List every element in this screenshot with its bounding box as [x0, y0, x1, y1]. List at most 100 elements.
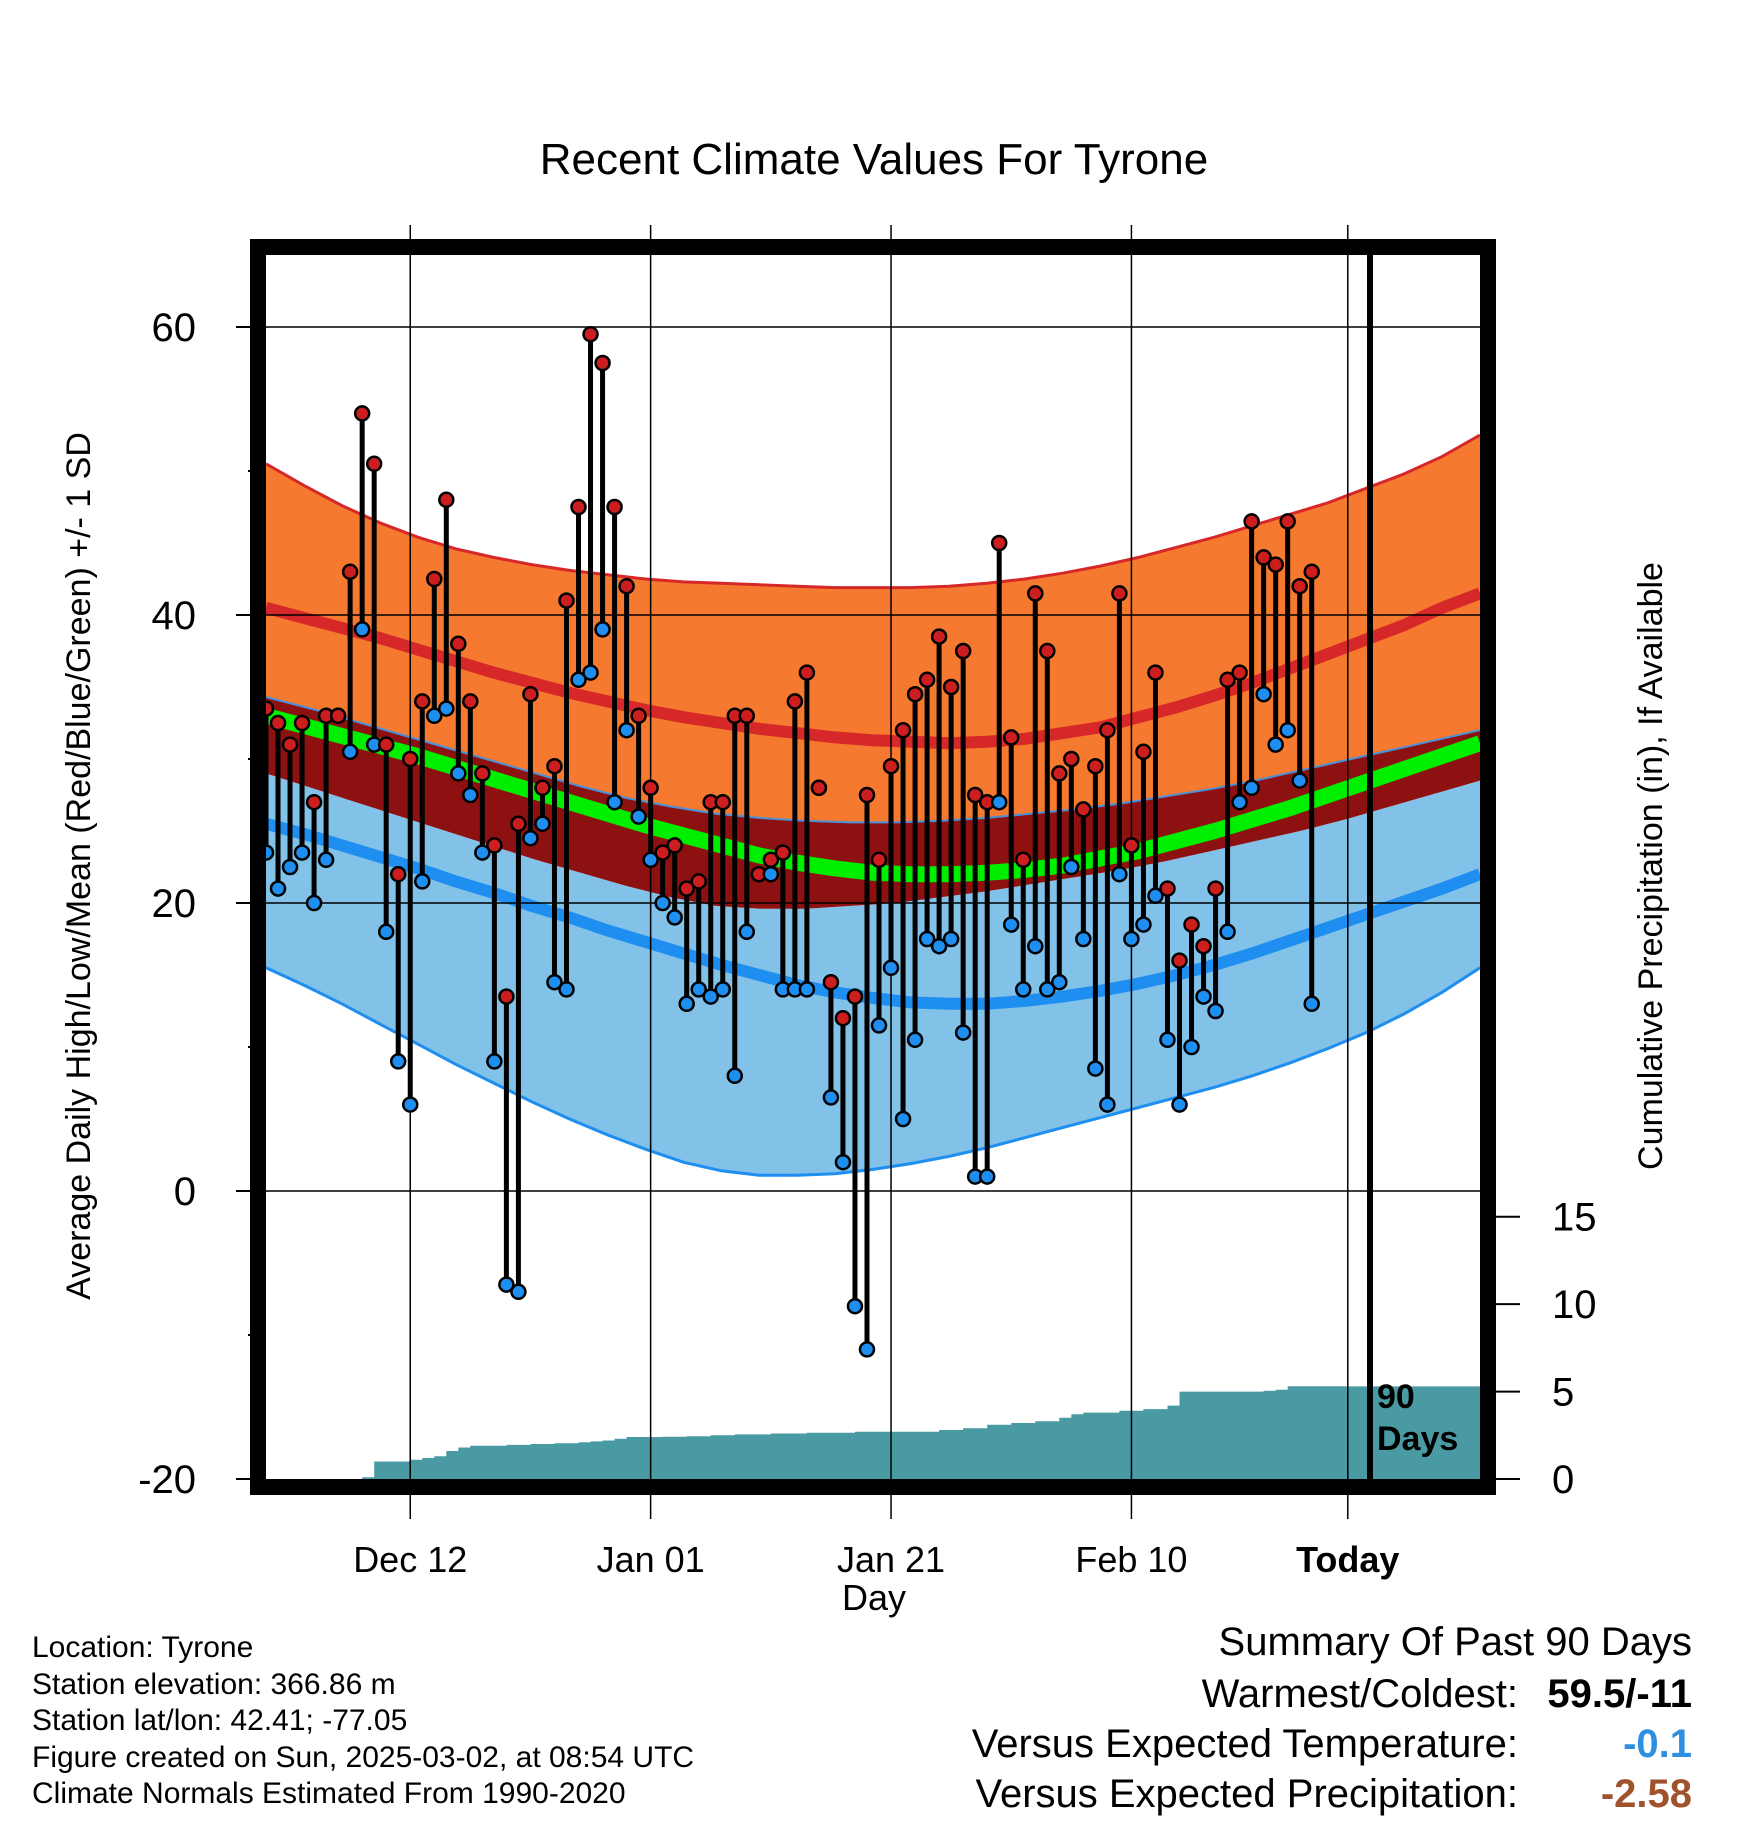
daily-low-point	[666, 909, 683, 926]
summary-precip-row: Versus Expected Precipitation: -2.58	[972, 1769, 1692, 1819]
daily-low-point	[858, 1341, 876, 1358]
daily-high-point	[329, 707, 347, 725]
daily-low-point	[1051, 973, 1068, 991]
summary-panel: Summary Of Past 90 Days Warmest/Coldest:…	[972, 1620, 1692, 1819]
daily-high-point	[1195, 937, 1212, 955]
daily-high-point	[786, 693, 804, 710]
daily-high-point	[870, 851, 888, 869]
daily-high-point	[1219, 671, 1236, 689]
info-latlon: Station lat/lon: 42.41; -77.05	[32, 1704, 408, 1737]
daily-low-point	[1195, 988, 1212, 1005]
daily-low-point	[1063, 858, 1080, 876]
daily-high-point	[1111, 585, 1128, 602]
y-tick-label: 40	[152, 594, 197, 638]
normal-bands	[263, 433, 1483, 1177]
daily-low-point	[546, 973, 563, 991]
daily-high-point	[1159, 880, 1176, 897]
x-axis-label: Day	[842, 1577, 906, 1618]
daily-high-point	[510, 815, 527, 833]
y2-tick-label: 15	[1552, 1196, 1597, 1240]
daily-low-point	[1039, 981, 1056, 998]
daily-high-point	[1075, 801, 1092, 818]
daily-high-point	[906, 685, 924, 703]
y-tick-label: -20	[138, 1458, 196, 1502]
y-tick-label: 20	[152, 882, 197, 926]
daily-low-point	[498, 1276, 515, 1293]
y2-tick-label: 10	[1552, 1283, 1597, 1327]
daily-low-point	[822, 1089, 840, 1106]
daily-high-point	[486, 837, 503, 854]
daily-low-point	[882, 959, 900, 977]
daily-high-point	[1063, 750, 1080, 768]
daily-low-point	[1207, 1002, 1224, 1020]
daily-high-point	[834, 1009, 852, 1027]
temp-diff-value: -0.1	[1623, 1722, 1692, 1766]
daily-low-point	[1087, 1060, 1104, 1077]
daily-high-point	[1147, 664, 1164, 681]
daily-high-point	[1207, 880, 1224, 897]
daily-high-point	[281, 736, 299, 753]
y-tick-label: 0	[174, 1170, 196, 1214]
daily-high-point	[642, 779, 659, 797]
chart-title: Recent Climate Values For Tyrone	[540, 135, 1208, 184]
daily-low-point	[834, 1153, 852, 1171]
info-created: Figure created on Sun, 2025-03-02, at 08…	[32, 1740, 695, 1774]
daily-low-point	[1123, 930, 1140, 948]
daily-low-point	[1147, 887, 1164, 905]
period-label-number: 90	[1377, 1378, 1415, 1416]
daily-high-point	[1014, 851, 1032, 869]
daily-high-point	[1087, 757, 1104, 775]
daily-low-point	[906, 1031, 924, 1049]
daily-high-point	[305, 793, 323, 811]
daily-low-point	[798, 981, 816, 998]
daily-high-point	[1123, 837, 1140, 854]
daily-high-point	[930, 628, 948, 645]
y2-axis-ticks: 15 10 5 0	[1488, 1196, 1597, 1502]
y2-tick-label: 5	[1552, 1371, 1574, 1415]
daily-low-point	[1303, 995, 1320, 1013]
daily-high-point	[269, 714, 287, 732]
daily-high-point	[918, 671, 936, 689]
temp-diff-label: Versus Expected Temperature:	[971, 1722, 1518, 1766]
daily-low-point	[317, 851, 335, 869]
daily-high-point	[894, 721, 912, 739]
daily-stems	[263, 334, 1315, 1350]
daily-high-point	[450, 635, 467, 653]
daily-low-point	[1135, 916, 1152, 933]
daily-low-point	[474, 844, 491, 861]
daily-low-point	[293, 844, 311, 861]
daily-high-point	[606, 498, 623, 516]
daily-low-point	[1255, 685, 1272, 703]
daily-low-point	[1159, 1031, 1176, 1049]
high-sd-band-fill	[266, 435, 1480, 823]
x-tick-label: Dec 12	[353, 1539, 467, 1580]
daily-high-point	[293, 714, 311, 732]
daily-high-point	[570, 498, 587, 516]
y2-axis-label: Cumulative Precipitation (in), If Availa…	[1632, 562, 1670, 1170]
daily-high-point	[414, 693, 431, 710]
y-tick-label: 60	[152, 306, 197, 350]
daily-low-point	[738, 923, 756, 941]
daily-low-point	[954, 1024, 972, 1041]
daily-high-point	[594, 354, 611, 372]
daily-low-point	[510, 1283, 527, 1301]
daily-low-point	[702, 988, 719, 1005]
daily-low-point	[1291, 772, 1308, 789]
daily-low-point	[1027, 937, 1044, 955]
daily-low-point	[846, 1297, 864, 1315]
daily-high-point	[1267, 556, 1284, 573]
daily-high-point	[389, 865, 407, 883]
daily-low-point	[1111, 865, 1128, 883]
daily-high-point	[1291, 577, 1308, 595]
daily-high-point	[1279, 513, 1296, 530]
daily-low-point	[1267, 736, 1284, 753]
daily-low-point	[522, 829, 539, 847]
x-tick-label: Feb 10	[1075, 1539, 1187, 1580]
daily-high-point	[1099, 721, 1116, 739]
daily-low-point	[281, 858, 299, 876]
daily-low-point	[353, 621, 371, 638]
daily-low-point	[978, 1168, 996, 1185]
daily-high-point	[762, 851, 780, 869]
x-tick-label: Jan 01	[597, 1539, 705, 1580]
x-tick-label: Jan 21	[837, 1539, 945, 1580]
